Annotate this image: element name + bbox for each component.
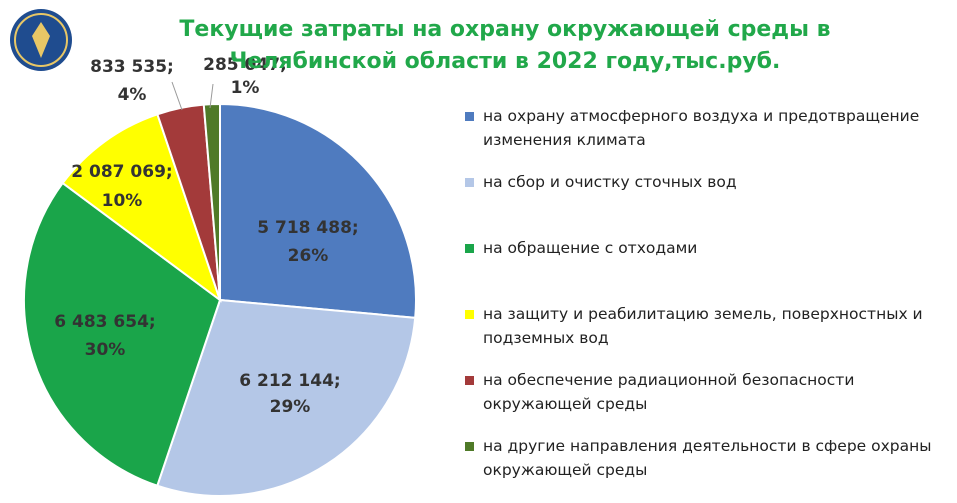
legend-item: на другие направления деятельности в сфе…: [465, 434, 950, 500]
percent-label: 30%: [85, 340, 126, 360]
leader-line: [171, 81, 183, 111]
legend-swatch: [465, 310, 474, 319]
pie-slice: [156, 298, 417, 497]
percent-label: 29%: [270, 397, 311, 417]
legend-label: на охрану атмосферного воздуха и предотв…: [483, 107, 920, 149]
value-label: 6 212 144;: [239, 371, 340, 391]
legend-item: на охрану атмосферного воздуха и предотв…: [465, 104, 950, 170]
legend-label: на защиту и реабилитацию земель, поверхн…: [483, 305, 923, 347]
legend-swatch: [465, 376, 474, 385]
value-label: 2 087 069;: [71, 162, 172, 182]
pie-slice: [23, 181, 222, 487]
pie-slice: [202, 102, 221, 301]
value-label: 833 535;: [90, 57, 174, 77]
legend-item: на обеспечение радиационной безопасности…: [465, 368, 950, 434]
legend-swatch: [465, 442, 474, 451]
percent-label: 1%: [231, 78, 260, 98]
legend-label: на обращение с отходами: [483, 239, 698, 257]
legend-item: на обращение с отходами: [465, 236, 950, 302]
legend-swatch: [465, 112, 474, 121]
leader-line: [209, 83, 214, 109]
legend-label: на сбор и очистку сточных вод: [483, 173, 737, 191]
percent-label: 10%: [102, 191, 143, 211]
value-label: 5 718 488;: [257, 218, 358, 238]
pie-slice: [219, 102, 417, 319]
legend-item: на защиту и реабилитацию земель, поверхн…: [465, 302, 950, 368]
percent-label: 4%: [118, 85, 147, 105]
legend-item: на сбор и очистку сточных вод: [465, 170, 950, 236]
value-label: 285 047;: [203, 55, 287, 75]
logo: [10, 9, 72, 71]
percent-label: 26%: [288, 246, 329, 266]
legend-swatch: [465, 244, 474, 253]
legend-label: на другие направления деятельности в сфе…: [483, 437, 932, 479]
chart-title: Текущие затраты на охрану окружающей сре…: [179, 17, 831, 74]
pie-slice: [61, 112, 222, 303]
legend: на охрану атмосферного воздуха и предотв…: [465, 104, 950, 500]
legend-label: на обеспечение радиационной безопасности…: [483, 371, 855, 413]
legend-swatch: [465, 178, 474, 187]
value-label: 6 483 654;: [54, 312, 155, 332]
